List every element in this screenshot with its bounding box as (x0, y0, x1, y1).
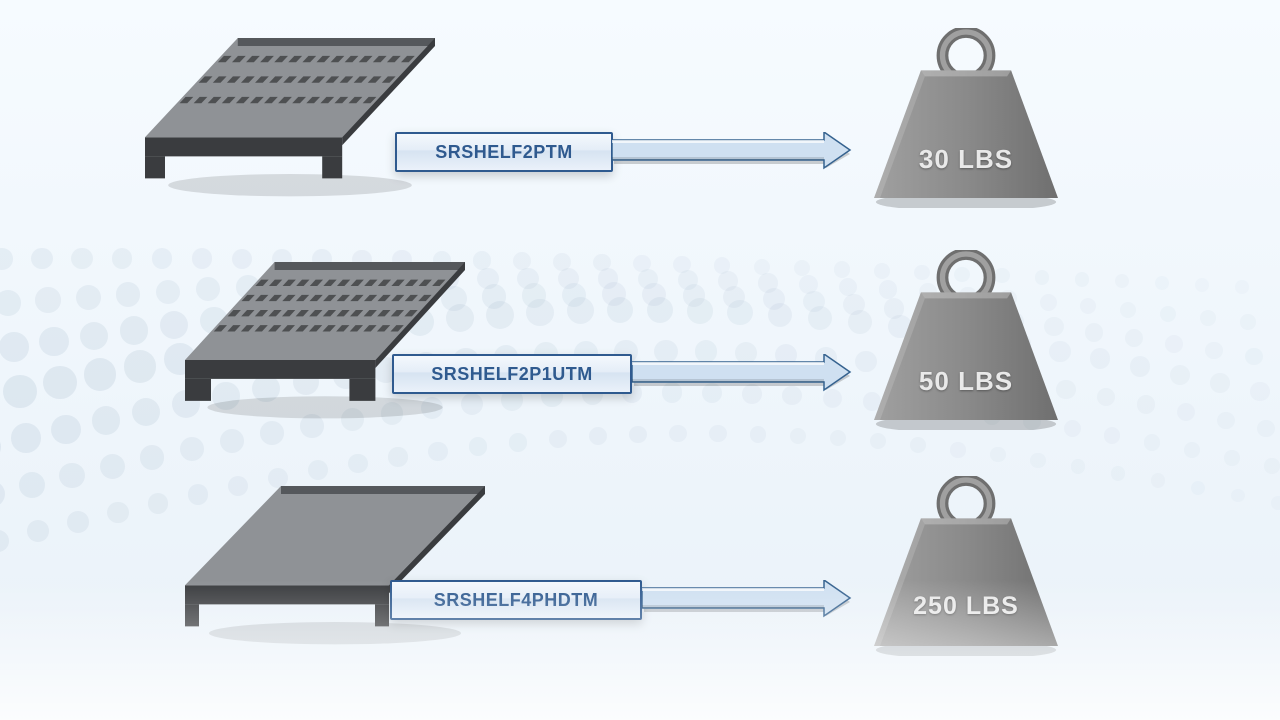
shelf-illustration (145, 38, 435, 233)
weight-text: 30 LBS (868, 144, 1064, 175)
product-label: SRSHELF2PTM (395, 132, 613, 172)
shelf-illustration (185, 486, 485, 681)
weight-icon: 250 LBS (868, 476, 1064, 656)
product-label-text: SRSHELF2PTM (435, 142, 573, 163)
arrow-icon (612, 132, 854, 179)
arrow-icon (632, 354, 854, 401)
product-label: SRSHELF4PHDTM (390, 580, 642, 620)
weight-text: 250 LBS (868, 592, 1064, 621)
infographic-stage: SRSHELF2PTM 30 LBS SRSHELF2P1UTM 50 LBS SR… (0, 0, 1280, 720)
weight-icon: 50 LBS (868, 250, 1064, 430)
product-label: SRSHELF2P1UTM (392, 354, 632, 394)
weight-text: 50 LBS (868, 366, 1064, 397)
weight-icon: 30 LBS (868, 28, 1064, 208)
arrow-icon (642, 580, 854, 627)
product-label-text: SRSHELF2P1UTM (431, 364, 593, 385)
product-label-text: SRSHELF4PHDTM (434, 590, 599, 611)
